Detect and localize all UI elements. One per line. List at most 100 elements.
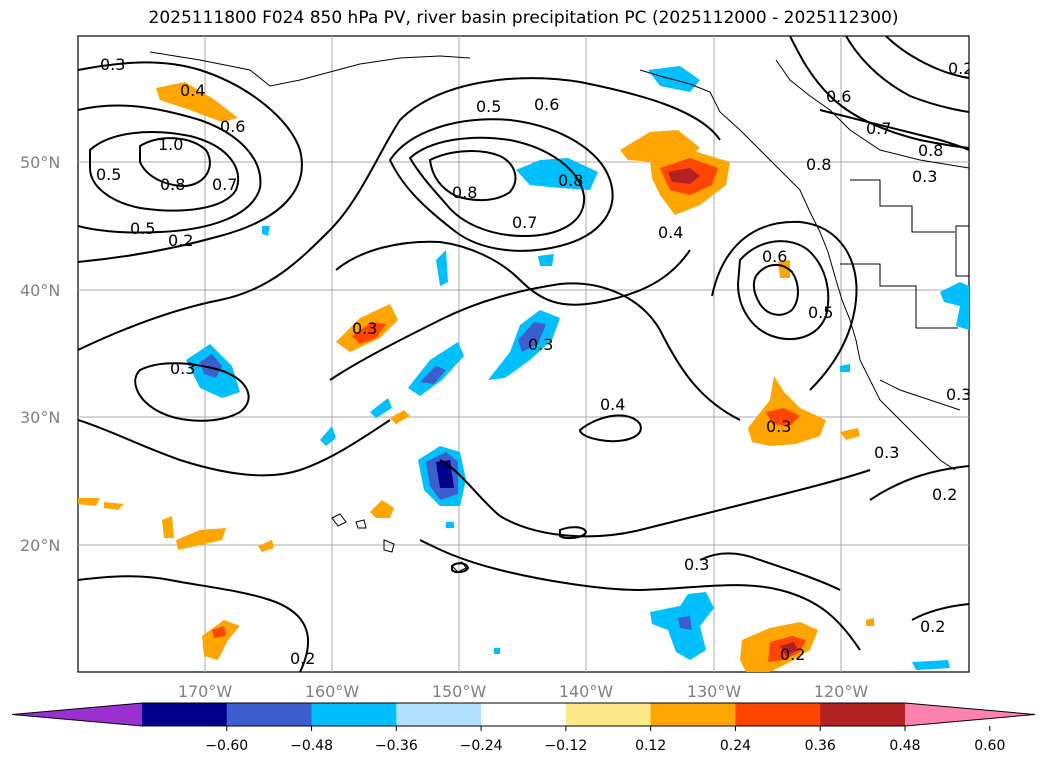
precip-patch: [420, 366, 446, 384]
precip-patch: [320, 426, 336, 446]
colorbar-segment: [311, 703, 397, 726]
contour-label: 0.8: [558, 171, 583, 190]
precip-patch: [436, 250, 448, 286]
lon-label: 120°W: [814, 682, 869, 701]
precip-patch: [446, 522, 454, 528]
contour-label: 0.6: [534, 95, 559, 114]
colorbar-tick-label: 0.36: [805, 738, 836, 754]
contour-label: 0.3: [100, 55, 125, 74]
precip-patch: [778, 260, 790, 278]
precip-patch: [370, 500, 394, 518]
contour-label: 0.3: [946, 385, 971, 404]
colorbar-tick-label: 0.60: [974, 738, 1005, 754]
precip-patch: [494, 648, 500, 654]
precip-patch: [200, 354, 222, 378]
lon-axis: 170°W 160°W 150°W 140°W 130°W 120°W: [178, 682, 869, 701]
contour-label: 0.7: [866, 119, 891, 138]
contour-label: 0.3: [912, 167, 937, 186]
precip-patch: [212, 626, 226, 638]
precip-patch: [840, 364, 850, 372]
colorbar-extend-low: [12, 703, 142, 726]
contour-label: 0.2: [290, 649, 315, 668]
contour-label: 0.3: [528, 335, 553, 354]
contour-label: 0.3: [874, 443, 899, 462]
precip-patch: [780, 642, 798, 656]
colorbar-segment: [142, 703, 228, 726]
contour-label: 0.2: [920, 617, 945, 636]
contour-label: 0.3: [170, 359, 195, 378]
precip-patch: [678, 616, 692, 630]
colorbar-tick-label: −0.24: [460, 738, 503, 754]
contour-label: 0.3: [352, 319, 377, 338]
contour-label: 0.8: [160, 175, 185, 194]
precip-patch: [156, 82, 238, 122]
lon-label: 150°W: [432, 682, 487, 701]
colorbar-segment: [735, 703, 821, 726]
contour-labels: 0.3 0.4 0.5 0.6 0.7 0.8 1.0 0.2 0.3 0.5 …: [96, 55, 973, 668]
precip-patch: [78, 498, 100, 506]
precip-patch: [518, 322, 546, 352]
map-title: 2025111800 F024 850 hPa PV, river basin …: [148, 8, 899, 28]
precip-patch: [370, 398, 392, 418]
contour-label: 0.2: [168, 231, 193, 250]
contour-label: 0.4: [180, 81, 205, 100]
precip-patch: [258, 540, 274, 552]
precip-patch: [766, 408, 800, 426]
lat-label: 20°N: [20, 536, 60, 555]
colorbar: −0.60 −0.48 −0.36 −0.24 −0.12 0.12 0.24 0.36 0.4…: [11, 702, 1036, 754]
contour-label: 0.3: [684, 555, 709, 574]
precip-patch: [262, 226, 270, 236]
precip-patch: [516, 158, 598, 190]
precip-patch: [840, 428, 860, 440]
contour-label: 0.6: [826, 87, 851, 106]
colorbar-outline: [11, 702, 1036, 727]
colorbar-segment: [820, 703, 906, 726]
lon-label: 130°W: [687, 682, 742, 701]
colorbar-tick-label: 0.24: [720, 738, 751, 754]
lon-label: 140°W: [559, 682, 614, 701]
precip-patch: [648, 66, 700, 92]
precip-patch: [162, 516, 174, 538]
contour-label: 0.2: [780, 645, 805, 664]
colorbar-segment: [396, 703, 482, 726]
colorbar-tick-label: −0.48: [290, 738, 333, 754]
contour-label: 0.5: [476, 97, 501, 116]
precip-patch: [352, 322, 386, 344]
contour-label: 0.6: [762, 247, 787, 266]
lon-label: 170°W: [178, 682, 233, 701]
colorbar-segment: [565, 703, 652, 726]
contour-label: 1.0: [158, 135, 183, 154]
lat-label: 40°N: [20, 281, 60, 300]
precip-patch: [390, 410, 410, 424]
colorbar-tick-label: 0.12: [635, 738, 666, 754]
colorbar-extend-high: [905, 703, 1035, 726]
contour-label: 0.5: [96, 165, 121, 184]
colorbar-tick-label: 0.48: [889, 738, 920, 754]
lat-axis: 50°N 40°N 30°N 20°N: [20, 153, 60, 555]
precip-patch: [104, 502, 124, 510]
colorbar-tick-label: −0.12: [544, 738, 587, 754]
contour-label: 0.7: [212, 175, 237, 194]
contour-label: 0.3: [766, 417, 791, 436]
contour-label: 0.5: [130, 219, 155, 238]
contour-label: 0.4: [600, 395, 625, 414]
contour-label: 0.4: [658, 223, 683, 242]
precip-patch: [668, 168, 700, 184]
precip-patch: [176, 528, 226, 550]
contour-label: 0.8: [806, 155, 831, 174]
colorbar-segment: [226, 703, 313, 726]
colorbar-segment: [650, 703, 736, 726]
colorbar-tick-label: −0.36: [375, 738, 418, 754]
contour-label: 0.6: [220, 117, 245, 136]
contour-label: 0.2: [948, 59, 973, 78]
precip-patch: [202, 620, 240, 660]
lon-label: 160°W: [305, 682, 360, 701]
contour-label: 0.8: [918, 141, 943, 160]
precip-patch: [866, 618, 874, 626]
colorbar-tick-label: −0.60: [205, 738, 248, 754]
contour-label: 0.8: [452, 183, 477, 202]
precip-patch: [538, 254, 554, 266]
precip-fills: [78, 66, 969, 672]
coastlines: [149, 51, 969, 573]
